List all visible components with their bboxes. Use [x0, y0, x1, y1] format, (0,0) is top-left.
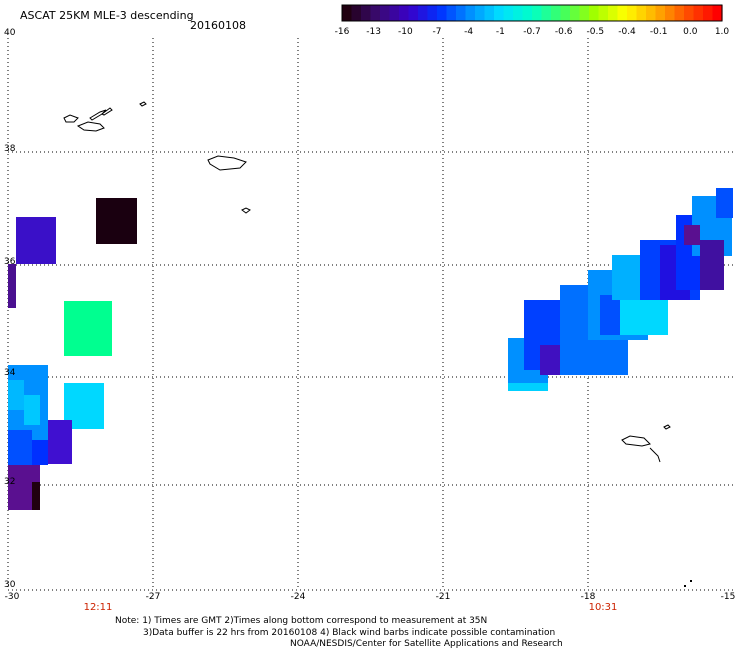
x-tick-label: -27	[145, 592, 161, 602]
colorbar-segment	[703, 5, 714, 21]
data-cell	[508, 383, 548, 391]
coastlines	[63, 101, 671, 463]
y-tick-label: 30	[4, 580, 16, 590]
colorbar-segment	[598, 5, 609, 21]
colorbar-segment	[617, 5, 628, 21]
colorbar-segment	[494, 5, 505, 21]
colorbar-segment	[351, 5, 362, 21]
x-tick-label: -24	[290, 592, 306, 602]
colorbar-segment	[475, 5, 486, 21]
note-line-2: 3)Data buffer is 22 hrs from 20160108 4)…	[143, 628, 556, 638]
data-cell	[48, 420, 72, 464]
colorbar-segment	[408, 5, 419, 21]
note-line-1: Note: 1) Times are GMT 2)Times along bot…	[115, 616, 488, 626]
pass-time-east: 10:31	[588, 602, 618, 613]
x-tick-label: -30	[4, 592, 20, 602]
colorbar-segment	[418, 5, 429, 21]
data-cell	[32, 482, 40, 510]
colorbar-tick-label: -0.4	[618, 27, 636, 37]
colorbar-tick-label: -16	[334, 27, 350, 37]
y-tick-label: 40	[4, 28, 16, 38]
colorbar-segment	[380, 5, 391, 21]
colorbar-segment	[712, 5, 723, 21]
colorbar-segment	[484, 5, 495, 21]
colorbar-segment	[522, 5, 533, 21]
colorbar-segment	[437, 5, 448, 21]
pass-time-west: 12:11	[83, 602, 113, 613]
colorbar	[341, 4, 723, 22]
colorbar-segment	[627, 5, 638, 21]
colorbar-segment	[532, 5, 543, 21]
colorbar-segment	[693, 5, 704, 21]
colorbar-segment	[342, 5, 353, 21]
small-islands	[684, 580, 692, 587]
colorbar-segment	[456, 5, 467, 21]
colorbar-tick-label: -7	[432, 27, 442, 37]
wind-swath-east	[508, 188, 733, 391]
colorbar-segment	[589, 5, 600, 21]
colorbar-segment	[513, 5, 524, 21]
data-cell	[716, 188, 733, 218]
y-tick-label: 34	[4, 368, 16, 378]
data-cell	[684, 225, 700, 245]
colorbar-segment	[370, 5, 381, 21]
colorbar-segment	[446, 5, 457, 21]
colorbar-segment	[608, 5, 619, 21]
colorbar-border	[341, 4, 723, 22]
colorbar-tick-label: -0.6	[554, 27, 573, 37]
colorbar-segment	[646, 5, 657, 21]
colorbar-segment	[570, 5, 581, 21]
x-tick-label: -15	[720, 592, 736, 602]
note-line-3: NOAA/NESDIS/Center for Satellite Applica…	[290, 639, 563, 649]
y-tick-label: 38	[4, 144, 16, 154]
colorbar-segment	[579, 5, 590, 21]
colorbar-tick-label: -0.1	[649, 27, 668, 37]
colorbar-segment	[665, 5, 676, 21]
colorbar-tick-label: -1	[495, 27, 505, 37]
map-title: ASCAT 25KM MLE-3 descending	[20, 9, 194, 22]
colorbar-tick-label: 0.0	[683, 27, 698, 37]
wind-swath-west	[8, 198, 137, 510]
y-tick-label: 32	[4, 477, 16, 487]
colorbar-segment	[389, 5, 400, 21]
x-tick-label: -18	[580, 592, 596, 602]
colorbar-segment	[636, 5, 647, 21]
data-cell	[96, 198, 137, 244]
colorbar-segment	[465, 5, 476, 21]
data-cell	[8, 264, 16, 308]
colorbar-segment	[674, 5, 685, 21]
data-cell	[700, 240, 724, 290]
colorbar-segment	[684, 5, 695, 21]
colorbar-segment	[427, 5, 438, 21]
data-cell	[16, 217, 56, 264]
colorbar-tick-label: -0.7	[523, 27, 541, 37]
data-cell	[8, 380, 24, 410]
x-tick-label: -21	[435, 592, 451, 602]
colorbar-tick-label: -4	[464, 27, 474, 37]
data-cell	[24, 395, 40, 425]
colorbar-segment	[655, 5, 666, 21]
data-cell	[64, 301, 112, 356]
colorbar-tick-label: -10	[397, 27, 413, 37]
colorbar-tick-label: 1.0	[714, 27, 730, 37]
colorbar-segment	[541, 5, 552, 21]
data-cell	[8, 430, 32, 465]
colorbar-segment	[551, 5, 562, 21]
colorbar-tick-label: -0.5	[586, 27, 605, 37]
colorbar-tick-label: -13	[366, 27, 382, 37]
map-date: 20160108	[190, 19, 246, 32]
colorbar-segment	[361, 5, 372, 21]
colorbar-segment	[399, 5, 410, 21]
data-cell	[32, 440, 48, 465]
y-tick-label: 36	[4, 257, 16, 267]
colorbar-segment	[503, 5, 514, 21]
colorbar-segment	[560, 5, 571, 21]
